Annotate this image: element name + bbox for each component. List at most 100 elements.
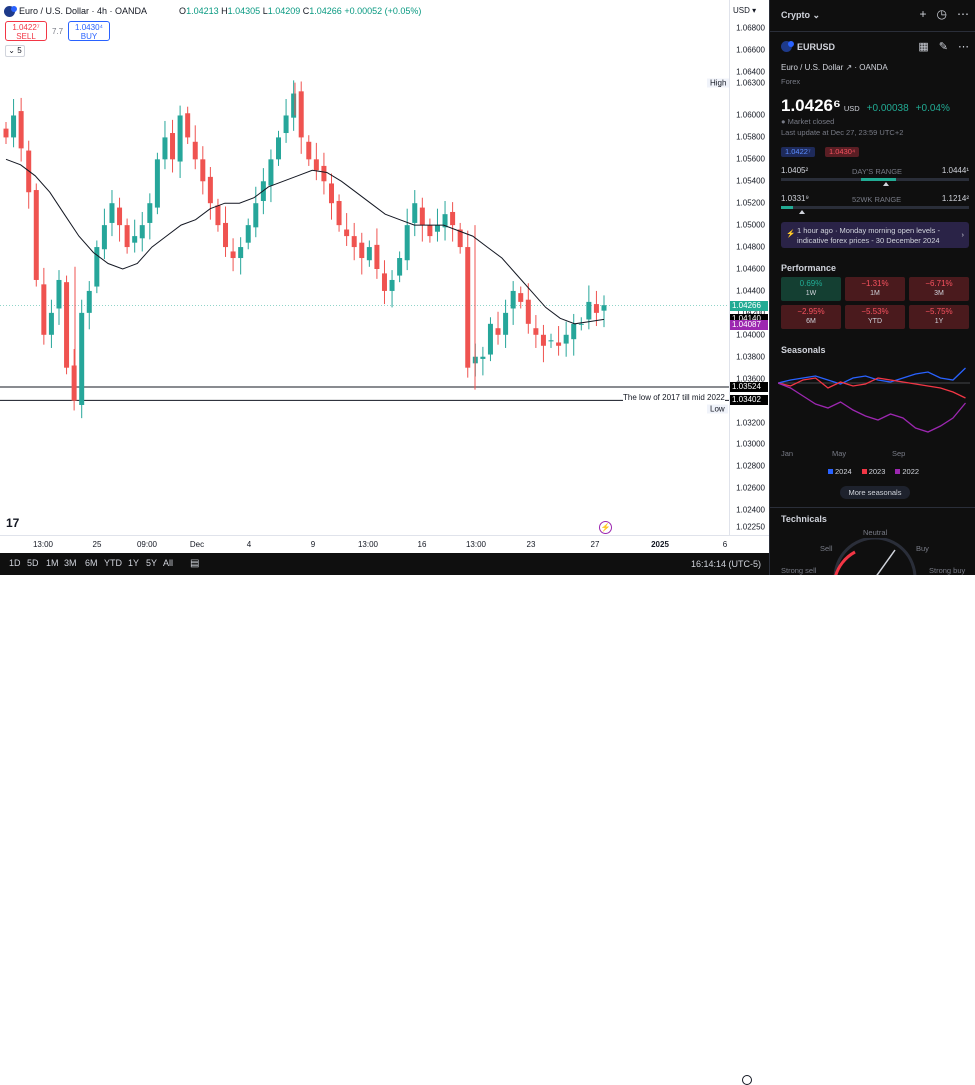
candle[interactable]: [86, 281, 92, 330]
candle[interactable]: [336, 194, 342, 232]
more-icon[interactable]: ⋯: [957, 7, 969, 21]
performance-cell[interactable]: −5.75% 1Y: [909, 305, 969, 329]
candle[interactable]: [26, 140, 32, 209]
candle[interactable]: [374, 228, 380, 279]
candle[interactable]: [503, 299, 509, 348]
tradingview-logo[interactable]: 17: [6, 516, 20, 530]
price-axis[interactable]: USD ▾ 1.06800 1.06600 1.06400 1.06300 1.0600…: [729, 0, 769, 535]
performance-title[interactable]: Performance: [781, 263, 837, 273]
seasonal-line-2022[interactable]: [778, 382, 966, 433]
seasonal-legend-item[interactable]: 2023: [861, 467, 885, 476]
external-link-icon[interactable]: ↗: [845, 63, 853, 72]
candle[interactable]: [238, 237, 244, 275]
sparkle-icon[interactable]: ⚡: [599, 521, 612, 534]
performance-cell[interactable]: −6.71% 3M: [909, 277, 969, 301]
technicals-title[interactable]: Technicals: [781, 514, 827, 524]
candle[interactable]: [419, 197, 425, 242]
range-5d[interactable]: 5D: [27, 558, 39, 568]
candle[interactable]: [11, 99, 17, 148]
candle[interactable]: [101, 208, 107, 260]
range-ytd[interactable]: YTD: [104, 558, 122, 568]
candle[interactable]: [79, 299, 85, 419]
candle[interactable]: [487, 317, 493, 362]
settings-icon[interactable]: [742, 1075, 752, 1085]
candle[interactable]: [465, 230, 471, 378]
candle[interactable]: [207, 167, 213, 220]
range-3m[interactable]: 3M: [64, 558, 77, 568]
price-tag[interactable]: 1.03524: [730, 381, 768, 392]
price-tag[interactable]: 1.04087: [730, 320, 768, 331]
clock[interactable]: 16:14:14 (UTC-5): [690, 559, 761, 569]
grid-icon[interactable]: ▦: [918, 41, 929, 53]
candle[interactable]: [548, 333, 554, 348]
candle[interactable]: [291, 80, 297, 131]
sell-button[interactable]: 1.0422⁷ SELL: [5, 21, 47, 41]
performance-cell[interactable]: −5.53% YTD: [845, 305, 905, 329]
candle[interactable]: [109, 190, 115, 237]
candle[interactable]: [298, 81, 304, 154]
clock-icon[interactable]: ◷: [936, 7, 947, 21]
buy-button[interactable]: 1.0430⁴ BUY: [68, 21, 110, 41]
candle[interactable]: [328, 173, 334, 220]
range-1y[interactable]: 1Y: [128, 558, 140, 568]
candle[interactable]: [510, 281, 516, 325]
candle[interactable]: [306, 135, 312, 166]
candle[interactable]: [253, 186, 259, 238]
range-1m[interactable]: 1M: [46, 558, 59, 568]
candle[interactable]: [56, 270, 62, 325]
price-chart[interactable]: [0, 0, 729, 535]
candle[interactable]: [215, 198, 221, 232]
range-1d[interactable]: 1D: [9, 558, 21, 568]
range-all[interactable]: All: [163, 558, 174, 568]
candle[interactable]: [601, 295, 607, 328]
candle[interactable]: [540, 324, 546, 363]
candle[interactable]: [351, 222, 357, 261]
currency-selector[interactable]: USD ▾: [733, 6, 757, 15]
candle[interactable]: [366, 240, 372, 267]
candle[interactable]: [457, 222, 463, 254]
candle[interactable]: [533, 315, 539, 348]
candle[interactable]: [200, 146, 206, 195]
news-item[interactable]: ⚡ 1 hour ago · Monday morning open level…: [781, 222, 969, 248]
candle[interactable]: [495, 311, 501, 345]
seasonals-title[interactable]: Seasonals: [781, 345, 826, 355]
candle[interactable]: [412, 190, 418, 237]
moving-average-line[interactable]: [5, 158, 605, 325]
calendar-icon[interactable]: ▤: [190, 558, 200, 569]
candle[interactable]: [450, 202, 456, 242]
time-axis[interactable]: 13:00 25 09:00 Dec 4 9 13:00 16 13:00 23 27 2025 6: [0, 535, 769, 1085]
range-5y[interactable]: 5Y: [146, 558, 158, 568]
seasonals-chart[interactable]: [778, 358, 970, 444]
candle[interactable]: [170, 119, 176, 173]
candle[interactable]: [117, 197, 123, 242]
candle[interactable]: [359, 232, 365, 275]
candle[interactable]: [268, 149, 274, 203]
range-6m[interactable]: 6M: [85, 558, 98, 568]
sidebar-symbol[interactable]: EURUSD: [797, 41, 836, 52]
candle[interactable]: [18, 97, 24, 162]
exchange[interactable]: OANDA: [859, 63, 888, 72]
candle[interactable]: [177, 105, 183, 178]
seasonal-line-2023[interactable]: [778, 377, 966, 399]
candle[interactable]: [3, 122, 9, 144]
candle[interactable]: [162, 120, 168, 170]
candle[interactable]: [33, 183, 39, 287]
candle[interactable]: [230, 238, 236, 272]
candle[interactable]: [389, 270, 395, 308]
seasonal-line-2024[interactable]: [778, 367, 966, 385]
candle[interactable]: [154, 152, 160, 215]
bid-chip[interactable]: 1.0422⁷: [781, 147, 815, 157]
candle[interactable]: [563, 321, 569, 357]
seasonal-legend-item[interactable]: 2024: [828, 467, 852, 476]
price-tag[interactable]: 1.04266: [730, 300, 768, 311]
candle[interactable]: [132, 219, 138, 253]
candle[interactable]: [223, 206, 229, 257]
candle[interactable]: [185, 106, 191, 144]
candle[interactable]: [276, 130, 282, 166]
candle[interactable]: [321, 152, 327, 195]
chart-area[interactable]: Euro / U.S. Dollar · 4h · OANDA O1.04213…: [0, 0, 729, 535]
edit-icon[interactable]: ✎: [938, 41, 948, 53]
plus-icon[interactable]: +: [919, 7, 927, 21]
symbol-title[interactable]: Euro / U.S. Dollar · 4h · OANDA: [19, 6, 148, 16]
candle[interactable]: [480, 346, 486, 376]
